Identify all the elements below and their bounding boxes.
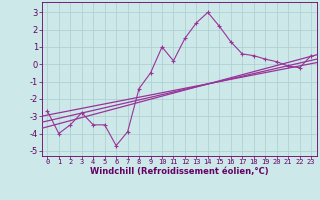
X-axis label: Windchill (Refroidissement éolien,°C): Windchill (Refroidissement éolien,°C) bbox=[90, 167, 268, 176]
